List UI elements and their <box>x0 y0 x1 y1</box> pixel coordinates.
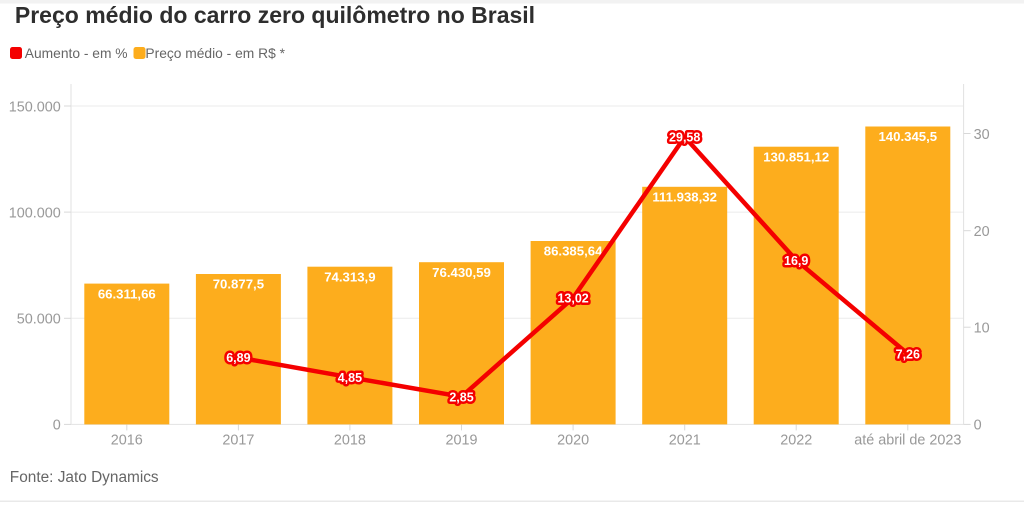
svg-text:6,89: 6,89 <box>226 351 250 365</box>
svg-text:Preço médio do carro zero quil: Preço médio do carro zero quilômetro no … <box>15 2 535 28</box>
svg-text:16,9: 16,9 <box>784 254 808 268</box>
svg-text:140.345,5: 140.345,5 <box>878 129 937 144</box>
svg-text:2020: 2020 <box>557 433 589 449</box>
svg-text:20: 20 <box>974 224 990 240</box>
svg-text:0: 0 <box>974 418 982 434</box>
svg-text:13,02: 13,02 <box>557 292 588 306</box>
svg-text:30: 30 <box>974 127 990 143</box>
svg-text:130.851,12: 130.851,12 <box>763 149 829 164</box>
svg-text:74.313,9: 74.313,9 <box>324 269 375 284</box>
svg-text:Preço médio - em R$ *: Preço médio - em R$ * <box>145 46 285 61</box>
svg-text:70.877,5: 70.877,5 <box>213 277 264 292</box>
svg-text:76.430,59: 76.430,59 <box>432 265 491 280</box>
svg-text:66.311,66: 66.311,66 <box>98 286 156 301</box>
svg-text:4,85: 4,85 <box>338 371 362 385</box>
svg-text:0: 0 <box>53 418 61 434</box>
svg-text:2017: 2017 <box>222 433 254 449</box>
svg-text:2021: 2021 <box>669 433 701 449</box>
svg-text:100.000: 100.000 <box>9 205 61 221</box>
svg-text:até abril de 2023: até abril de 2023 <box>854 433 961 449</box>
svg-text:2022: 2022 <box>780 433 812 449</box>
svg-text:2018: 2018 <box>334 433 366 449</box>
svg-text:86.385,64: 86.385,64 <box>544 244 603 259</box>
svg-text:Aumento - em %: Aumento - em % <box>25 46 128 61</box>
svg-text:2,85: 2,85 <box>449 390 473 404</box>
svg-text:10: 10 <box>974 320 990 336</box>
svg-text:150.000: 150.000 <box>9 99 61 115</box>
svg-text:111.938,32: 111.938,32 <box>652 190 717 205</box>
svg-text:2019: 2019 <box>445 433 477 449</box>
svg-text:50.000: 50.000 <box>17 312 61 328</box>
svg-text:Fonte: Jato Dynamics: Fonte: Jato Dynamics <box>10 469 159 486</box>
svg-text:2016: 2016 <box>111 433 143 449</box>
svg-text:29,58: 29,58 <box>669 131 700 145</box>
svg-text:7,26: 7,26 <box>896 348 920 362</box>
